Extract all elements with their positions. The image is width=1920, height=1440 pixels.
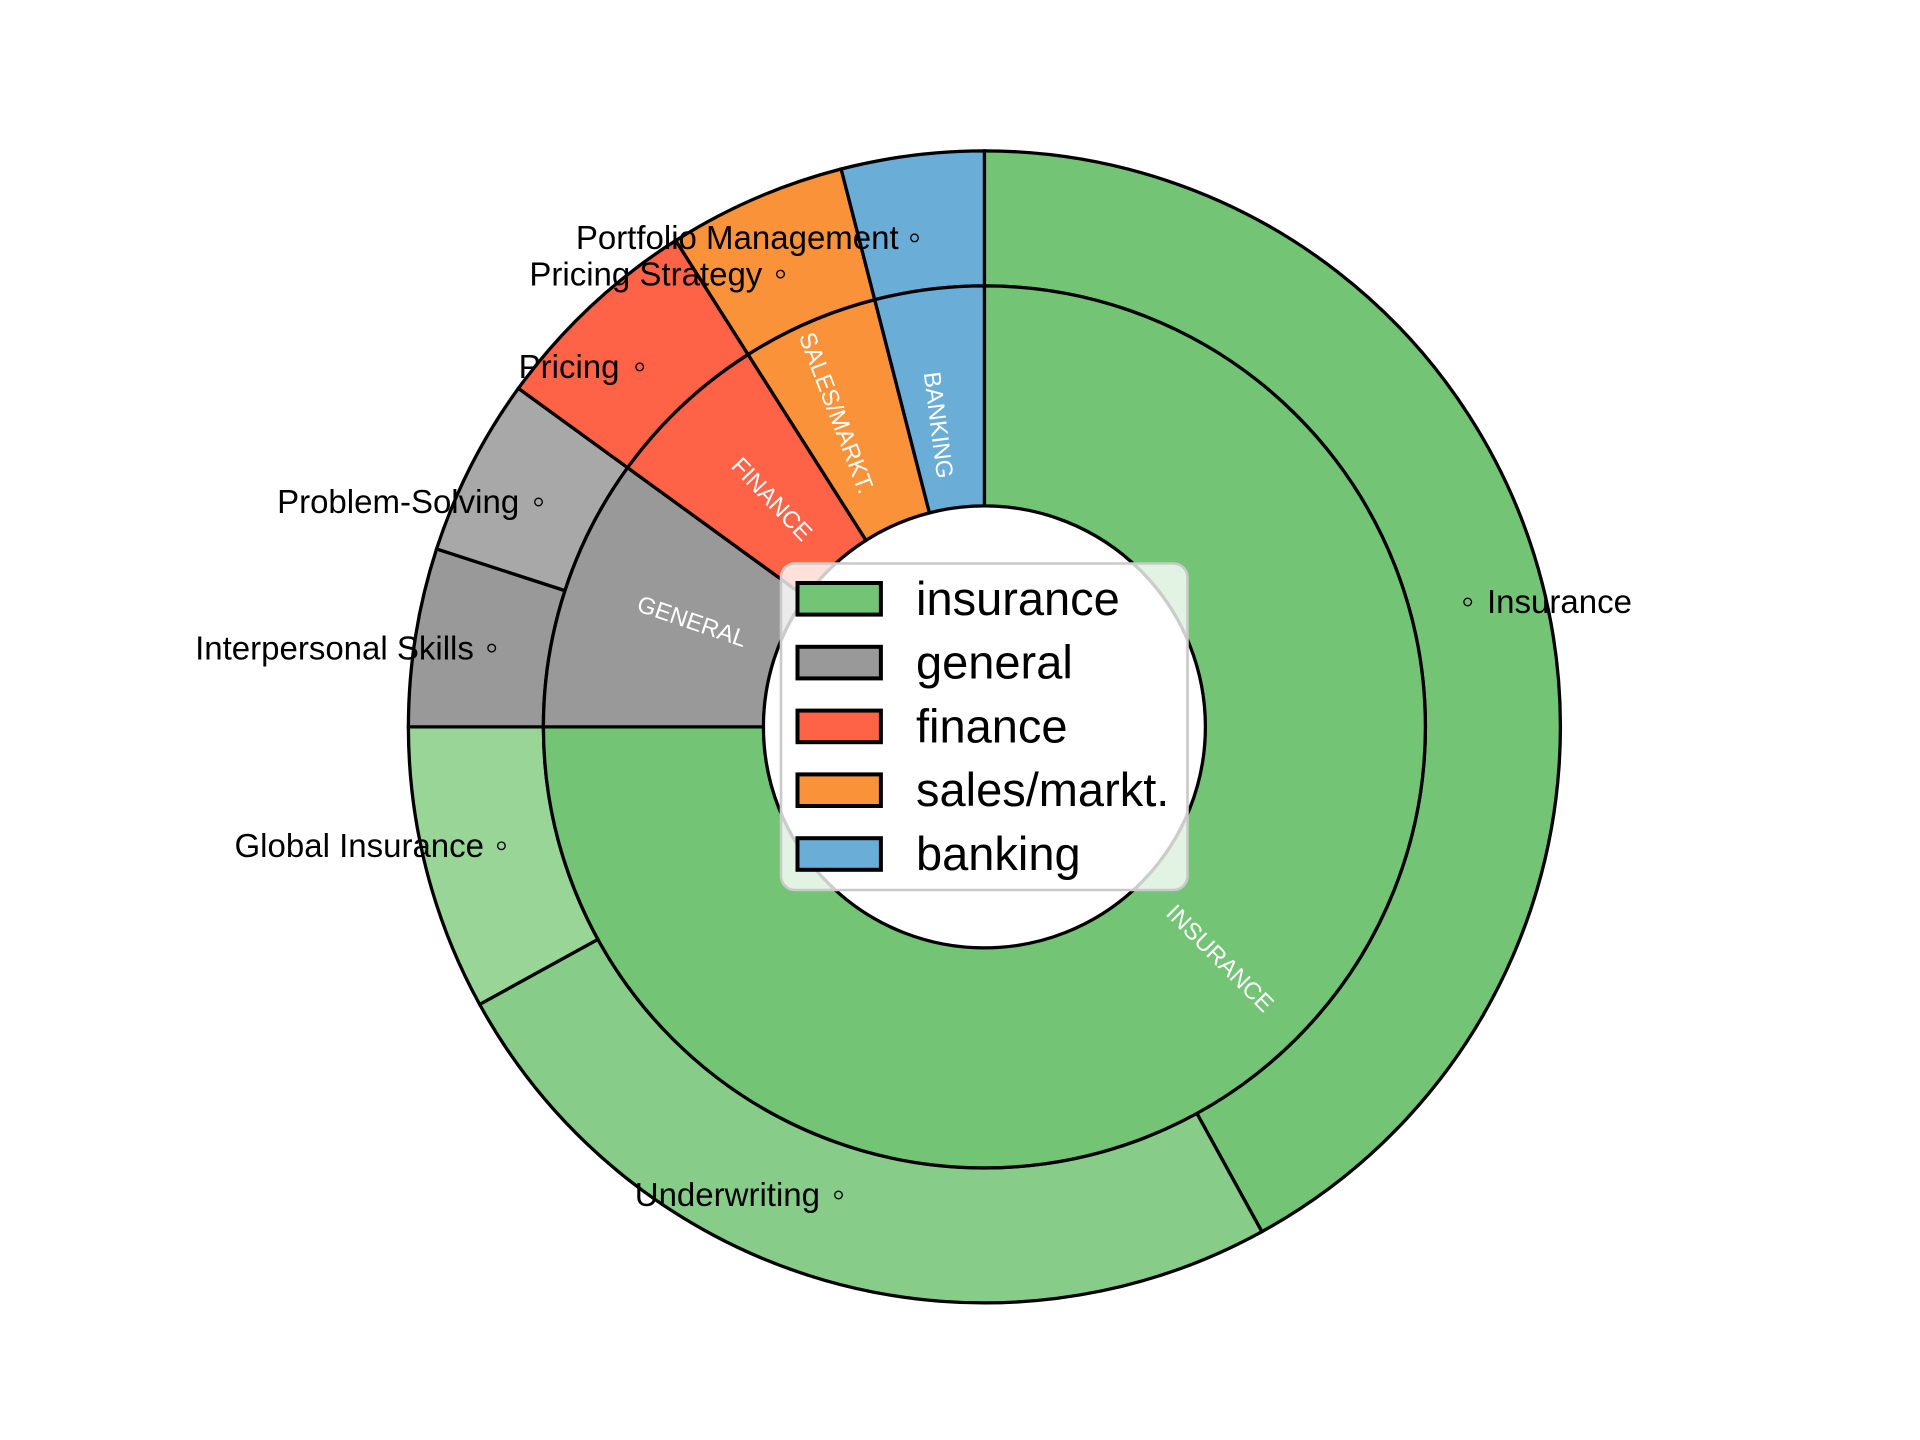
svg-text:Portfolio Management: Portfolio Management [576, 219, 899, 256]
svg-text:banking: banking [916, 827, 1081, 880]
svg-text:finance: finance [916, 699, 1068, 752]
svg-text:Insurance: Insurance [1487, 583, 1632, 620]
svg-text:insurance: insurance [916, 572, 1120, 625]
svg-text:Pricing: Pricing [519, 348, 620, 385]
svg-text:Problem-Solving: Problem-Solving [277, 483, 519, 520]
svg-text:Pricing Strategy: Pricing Strategy [529, 255, 762, 292]
svg-text:Interpersonal Skills: Interpersonal Skills [195, 629, 474, 666]
svg-text:general: general [916, 636, 1073, 689]
svg-text:sales/markt.: sales/markt. [916, 763, 1169, 816]
svg-text:Underwriting: Underwriting [635, 1176, 820, 1213]
svg-text:Global Insurance: Global Insurance [235, 827, 484, 864]
